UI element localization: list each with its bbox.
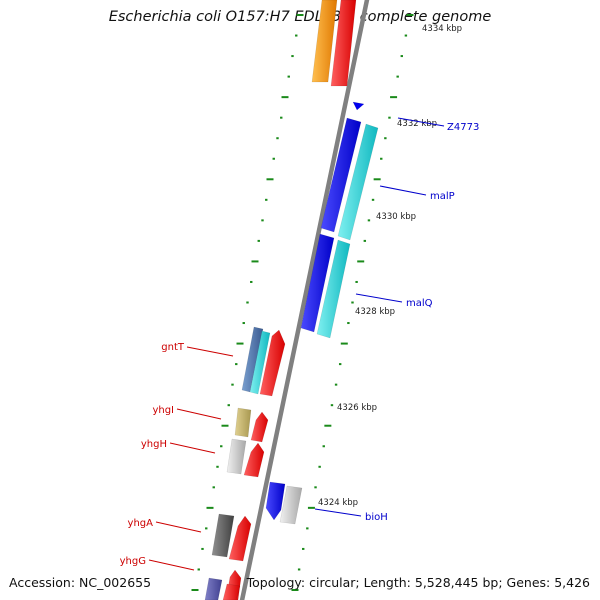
gene-label-yhgh: yhgH — [141, 439, 167, 450]
gene-label-malp: malP — [430, 191, 455, 202]
gene-arrow-malq — [300, 233, 335, 333]
gene-leader-line — [186, 346, 234, 357]
gene-label-gntt: gntT — [161, 342, 185, 353]
topology-text: Topology: circular; Length: 5,528,445 bp… — [246, 575, 590, 590]
gene-arrow-yhgh-red — [243, 442, 265, 478]
tick-marks — [191, 14, 414, 591]
gene-label-yhgg: yhgG — [120, 556, 146, 567]
gene-arrow-yhga-red — [228, 515, 252, 562]
gene-arrow-gntt-b — [249, 330, 271, 395]
gene-arrow-yhgh — [226, 438, 247, 475]
gene-arrow-yhga — [211, 513, 235, 558]
gene-arrow-red — [330, 0, 357, 87]
position-label: 4332 kbp — [397, 119, 437, 129]
gene-arrow-purple — [204, 577, 223, 600]
gene-label-yhga: yhgA — [128, 518, 154, 529]
gene-leader-line — [355, 293, 403, 303]
gene-leader-line — [169, 442, 216, 454]
gene-arrow-cyan-1 — [337, 123, 379, 241]
gene-arrow-yhgi — [234, 407, 252, 438]
gene-leader-line — [379, 185, 427, 196]
position-label: 4330 kbp — [376, 212, 416, 222]
position-label: 4334 kbp — [422, 24, 462, 34]
gene-leader-line — [176, 408, 222, 420]
position-label: 4328 kbp — [355, 307, 395, 317]
genome-backbone — [239, 0, 370, 600]
gene-arrow-yhgg-red-2 — [222, 583, 241, 600]
gene-leader-line — [397, 117, 445, 127]
gene-arrow-orange — [311, 0, 338, 83]
position-label: 4324 kbp — [318, 498, 358, 508]
gene-arrow-z4773 — [352, 101, 365, 111]
gene-arrow-malp — [320, 117, 362, 233]
gene-arrow-yhgi-red — [250, 411, 269, 443]
gene-leader-line — [314, 508, 362, 517]
gene-label-z4773: Z4773 — [447, 122, 479, 133]
gene-leader-line — [155, 521, 202, 533]
gene-arrow-bioh-grey — [279, 485, 303, 525]
gene-arrow-cyan-2 — [316, 239, 351, 339]
map-title: Escherichia coli O157:H7 EDL933, complet… — [108, 9, 492, 25]
gene-label-yhgi: yhgI — [152, 405, 174, 416]
gene-features — [204, 0, 379, 600]
gene-label-malq: malQ — [406, 298, 433, 309]
gene-arrow-gntt-c — [259, 329, 286, 397]
gene-arrow-bioh — [265, 481, 286, 521]
position-label: 4326 kbp — [337, 403, 377, 413]
accession-text: Accession: NC_002655 — [9, 575, 152, 590]
gene-label-bioh: bioH — [365, 512, 388, 523]
gene-leader-line — [148, 559, 195, 571]
labels: 4334 kbp 4332 kbp 4330 kbp 4328 kbp 4326 kbp… — [120, 24, 479, 571]
